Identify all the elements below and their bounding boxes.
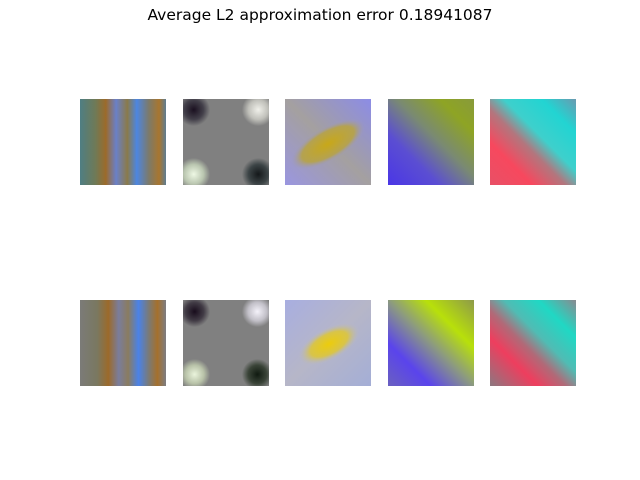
panel-approximation-2 (183, 300, 269, 386)
panel-original-4 (388, 99, 474, 185)
panel-approximation-3 (285, 300, 371, 386)
panel-approximation-4 (388, 300, 474, 386)
panel-approximation-5 (490, 300, 576, 386)
panel-original-3 (285, 99, 371, 185)
panel-original-2 (183, 99, 269, 185)
panel-original-1 (80, 99, 166, 185)
figure-title: Average L2 approximation error 0.1894108… (0, 6, 640, 24)
panel-original-5 (490, 99, 576, 185)
panel-approximation-1 (80, 300, 166, 386)
